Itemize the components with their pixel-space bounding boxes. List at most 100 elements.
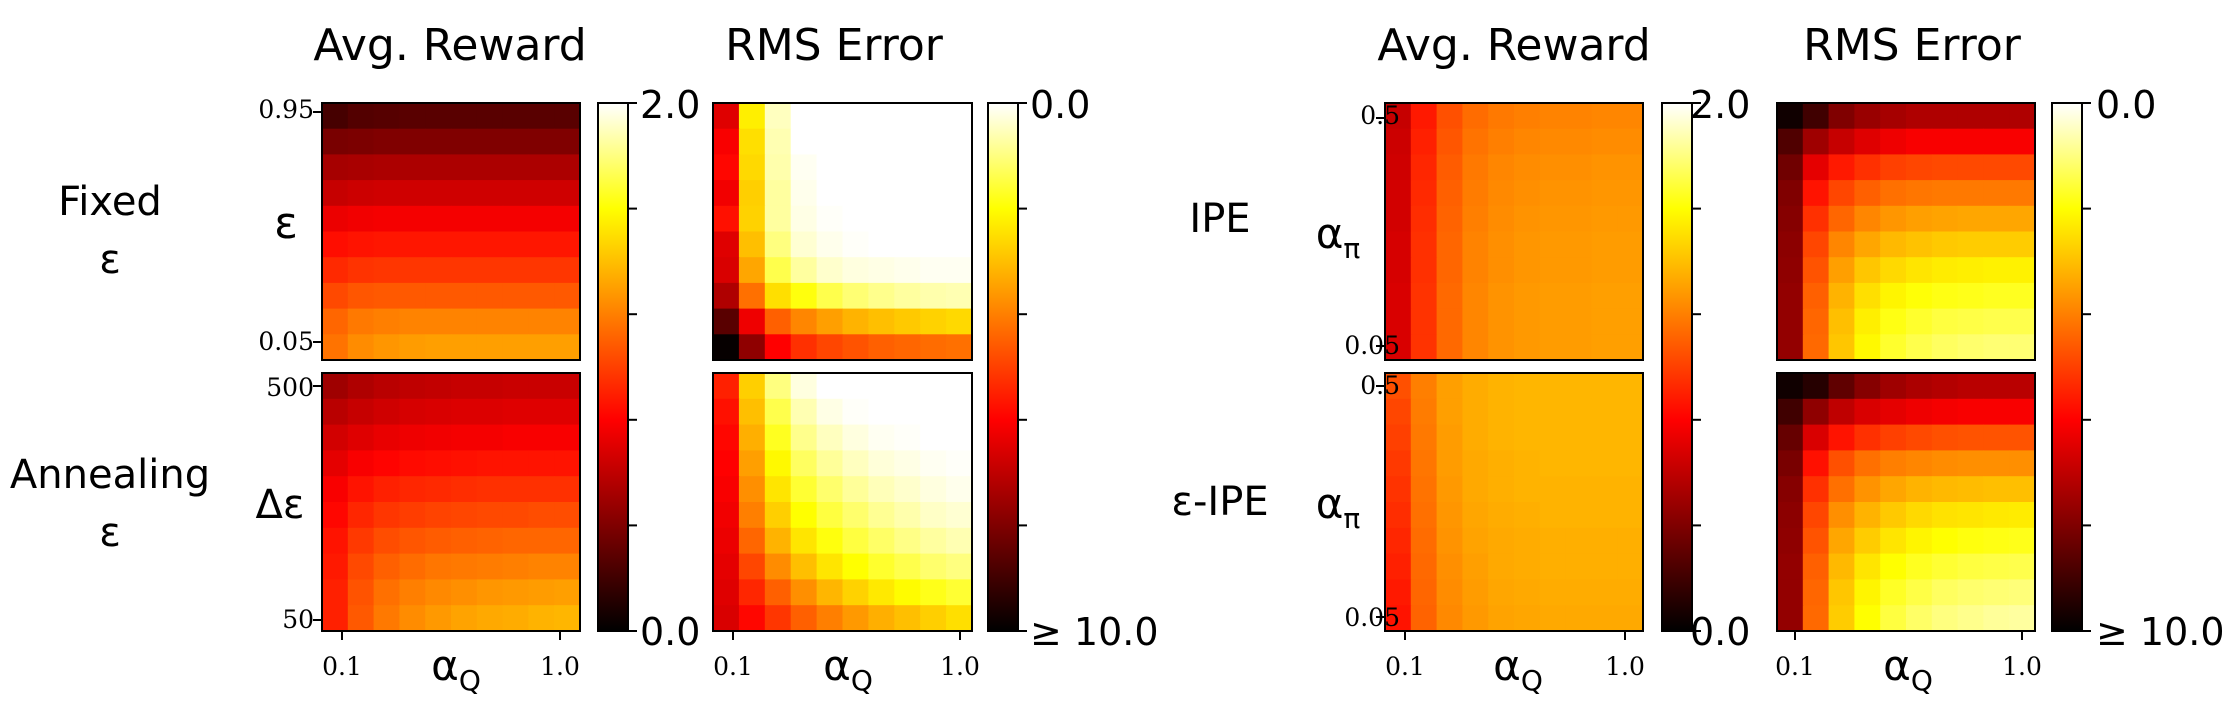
heatmap-cell — [1983, 373, 2010, 400]
ytick-anneal-top: 500 — [266, 373, 314, 402]
heatmap-cell — [1410, 527, 1438, 555]
heatmap-cell — [1410, 128, 1438, 155]
heatmap-cell — [1617, 308, 1644, 335]
heatmap-cell — [554, 424, 581, 451]
heatmap-cell — [1906, 308, 1933, 335]
heatmap-cell — [528, 527, 555, 555]
heatmap-cell — [2009, 231, 2036, 258]
heatmap-cell — [476, 154, 504, 181]
heatmap-cell — [1462, 476, 1489, 503]
heatmap-cell — [1436, 553, 1463, 580]
heatmap-cell — [1488, 502, 1515, 529]
heatmap-cell — [946, 450, 973, 477]
heatmap-cell — [1957, 476, 1984, 503]
heatmap-cell — [1617, 605, 1644, 632]
heatmap-cell — [1983, 128, 2010, 155]
heatmap-cell — [1802, 579, 1830, 606]
heatmap-cell — [1880, 373, 1907, 400]
heatmap-cell — [1410, 502, 1438, 529]
heatmap-cell — [1854, 605, 1881, 632]
heatmap-cell — [1514, 180, 1541, 207]
heatmap-cell — [1983, 605, 2010, 632]
heatmap-cell — [2009, 476, 2036, 503]
heatmap-cell — [842, 257, 869, 284]
heatmap-cell — [920, 308, 947, 335]
heatmap-cell — [399, 257, 426, 284]
heatmap-cell — [1591, 476, 1618, 503]
heatmap-cell — [1983, 476, 2010, 503]
heatmap-cell — [502, 476, 529, 503]
heatmap-cell — [1880, 605, 1907, 632]
heatmap-cell — [476, 180, 504, 207]
heatmap-cell — [1777, 424, 1804, 451]
heatmap-cell — [476, 450, 504, 477]
ytick-ipe-bottom: 0.05 — [1344, 331, 1400, 360]
heatmap-cell — [1957, 128, 1984, 155]
heatmap-cell — [1462, 103, 1489, 130]
heatmap-cell — [1462, 257, 1489, 284]
heatmap-cell — [1777, 527, 1804, 555]
heatmap-cell — [868, 424, 895, 451]
heatmap-cell — [528, 128, 555, 155]
heatmap-cell — [322, 553, 349, 580]
heatmap-cell — [894, 527, 921, 555]
heatmap-cell — [1385, 398, 1412, 426]
heatmap-cell — [790, 282, 818, 310]
heatmap-cell — [1539, 553, 1567, 580]
heatmap-cell — [1436, 231, 1463, 258]
heatmap-cell — [816, 308, 844, 335]
heatmap-cell — [868, 257, 895, 284]
heatmap-cell — [1410, 450, 1438, 477]
heatmap-cell — [920, 605, 947, 632]
heatmap-cell — [451, 553, 478, 580]
row-label-annealing: Annealing ε — [10, 452, 210, 556]
heatmap-cell — [1880, 334, 1907, 361]
heatmap-cell — [425, 450, 452, 477]
heatmap-cell — [1539, 579, 1567, 606]
heatmap-cell — [373, 334, 400, 361]
heatmap-cell — [399, 205, 426, 233]
heatmap-cell — [476, 424, 504, 451]
heatmap-cell — [1854, 180, 1881, 207]
heatmap-cell — [1906, 205, 1933, 233]
svg-text:αQ: αQ — [431, 641, 481, 697]
heatmap-cell — [868, 502, 895, 529]
heatmap-cell — [425, 476, 452, 503]
heatmap-cell — [399, 282, 426, 310]
heatmap-cell — [842, 373, 869, 400]
heatmap-cell — [1385, 308, 1412, 335]
heatmap-cell — [1539, 450, 1567, 477]
heatmap-cell — [1983, 398, 2010, 426]
heatmap-cell — [554, 231, 581, 258]
heatmap-cell — [868, 450, 895, 477]
heatmap-cell — [790, 527, 818, 555]
heatmap-cell — [2009, 553, 2036, 580]
heatmap-cell — [528, 231, 555, 258]
heatmap-ipe-rms — [1776, 102, 2036, 361]
heatmap-cell — [1880, 398, 1907, 426]
heatmap-cell — [528, 205, 555, 233]
heatmap-frame — [321, 372, 581, 632]
heatmap-cell — [451, 334, 478, 361]
heatmap-cell — [322, 398, 349, 426]
heatmap-cell — [347, 605, 375, 632]
heatmap-cell — [1854, 231, 1881, 258]
heatmap-cell — [502, 154, 529, 181]
heatmap-cell — [1385, 450, 1412, 477]
heatmap-cell — [528, 398, 555, 426]
heatmap-cell — [502, 282, 529, 310]
heatmap-cell — [1488, 257, 1515, 284]
heatmap-cell — [1565, 373, 1592, 400]
heatmap-cell — [1880, 476, 1907, 503]
heatmap-cell — [1906, 605, 1933, 632]
heatmap-cell — [946, 257, 973, 284]
heatmap-cell — [738, 527, 766, 555]
heatmap-cell — [1591, 605, 1618, 632]
heatmap-cell — [1410, 579, 1438, 606]
heatmap-cell — [476, 308, 504, 335]
heatmap-cell — [502, 398, 529, 426]
heatmap-cell — [738, 398, 766, 426]
heatmap-cell — [1565, 502, 1592, 529]
heatmap-cell — [1462, 373, 1489, 400]
heatmap-cell — [1880, 231, 1907, 258]
